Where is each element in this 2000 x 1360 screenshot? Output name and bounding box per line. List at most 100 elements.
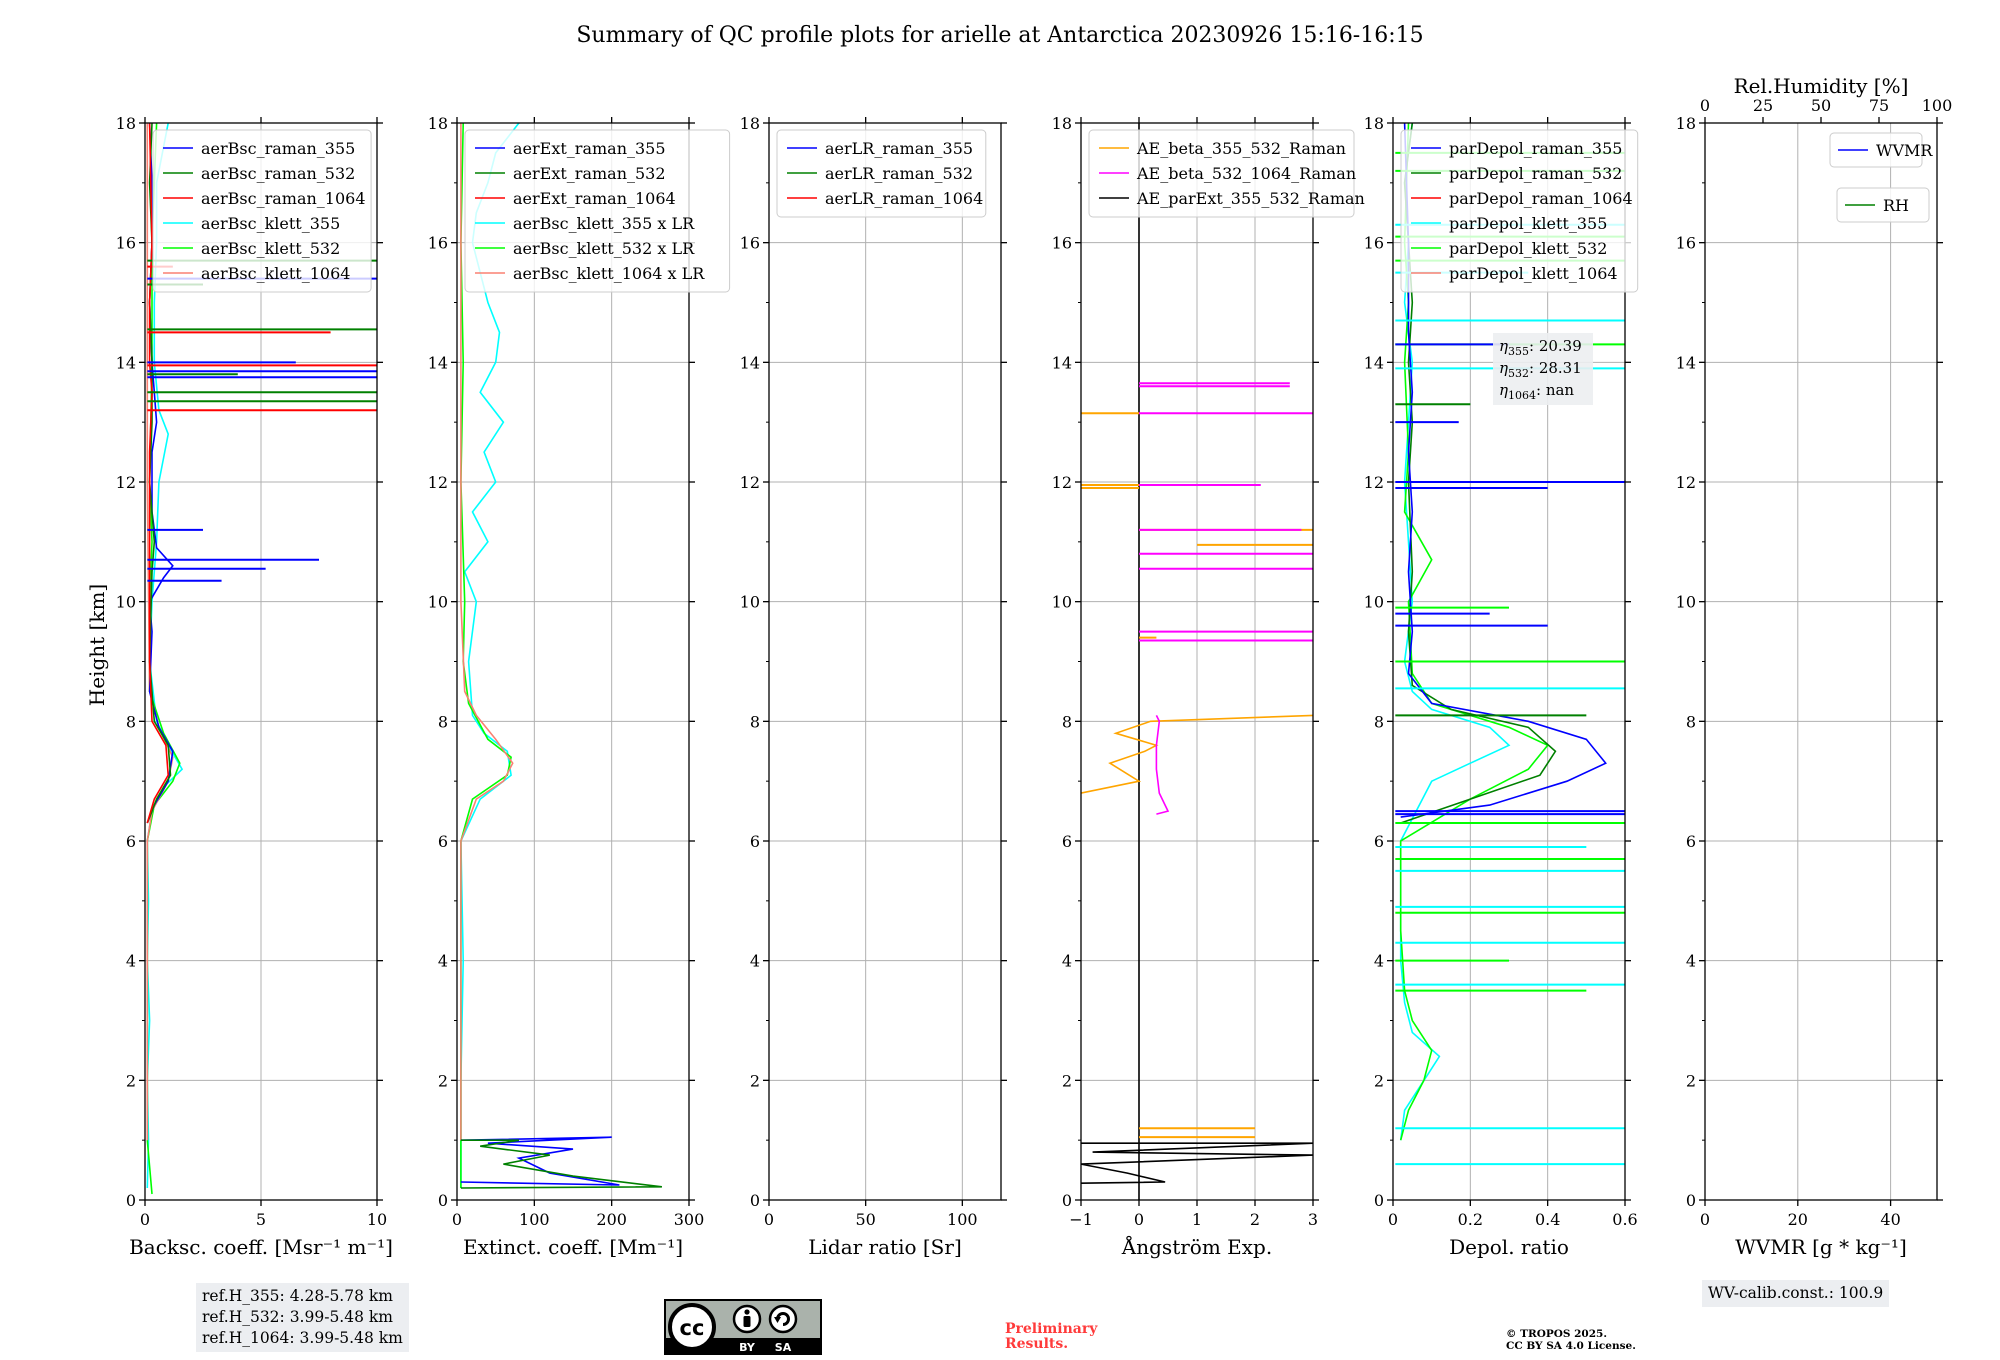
preliminary-results-note: Preliminary Results. — [1005, 1322, 1097, 1352]
legend-frame — [1829, 132, 1923, 168]
legend-box: parDepol_raman_355 parDepol_raman_532 parD… — [1400, 129, 1639, 293]
x-tick-label: 100 — [947, 1210, 978, 1229]
y-tick-label: 14 — [1364, 353, 1384, 372]
data-layer — [460, 123, 662, 1189]
y-tick-label: 8 — [1374, 712, 1384, 731]
y-tick-label: 18 — [1676, 114, 1696, 133]
y-tick-label: 12 — [1052, 473, 1072, 492]
legend-box: aerLR_raman_355 aerLR_raman_532 aerLR_rama… — [776, 129, 987, 218]
y-tick-label: 16 — [428, 234, 448, 253]
x-tick-label: 2 — [1250, 1210, 1260, 1229]
y-tick-label: 8 — [750, 712, 760, 731]
y-tick-label: 18 — [428, 114, 448, 133]
y-tick-label: 10 — [1052, 593, 1072, 612]
y-tick-label: 8 — [1062, 712, 1072, 731]
y-tick-label: 12 — [1364, 473, 1384, 492]
legend-label: RH — [1883, 196, 1909, 215]
legend-box: RH — [1836, 187, 1930, 223]
legend-label: aerBsc_klett_532 — [201, 239, 340, 258]
series-line — [1399, 123, 1511, 1141]
wv-calibration-box: WV-calib.const.: 100.9 — [1702, 1280, 1890, 1307]
series-line — [460, 123, 514, 1141]
axes-frame — [768, 122, 1002, 1201]
x-axis-label: Lidar ratio [Sr] — [808, 1235, 962, 1259]
cc-license-badge: cc BY SA — [664, 1299, 822, 1355]
y-tick-label: 4 — [126, 952, 136, 971]
y-tick-label: 14 — [1052, 353, 1072, 372]
y-tick-label: 16 — [1364, 234, 1384, 253]
legend-frame — [1400, 129, 1639, 293]
preliminary-line-2: Results. — [1005, 1336, 1069, 1352]
series-line — [460, 1139, 662, 1189]
legend-label: aerBsc_raman_532 — [201, 164, 355, 183]
y-tick-label: 6 — [750, 832, 760, 851]
y-tick-label: 8 — [126, 712, 136, 731]
y-tick-label: 14 — [428, 353, 448, 372]
panel-backscatter: 0 2 4 6 8 10 12 14 16 18 0 5 10 Backsc. coeff. [Msr⁻¹… — [116, 114, 393, 1259]
legend-label: AE_beta_532_1064_Raman — [1136, 164, 1356, 183]
y-tick-label: 6 — [1374, 832, 1384, 851]
x-tick-label: 1 — [1192, 1210, 1202, 1229]
legend-frame — [776, 129, 987, 218]
y-tick-label: 0 — [438, 1191, 448, 1210]
y-tick-label: 12 — [1676, 473, 1696, 492]
x-tick-label: 0.2 — [1458, 1210, 1483, 1229]
copyright-line-1: © TROPOS 2025. — [1506, 1328, 1608, 1340]
x-tick-label: 5 — [256, 1210, 266, 1229]
panel-lidar_ratio: 0 2 4 6 8 10 12 14 16 18 0 50 100 Lidar ratio [Sr] aer… — [740, 114, 1007, 1259]
legend-label: parDepol_raman_1064 — [1449, 189, 1633, 208]
x-axis-label: Depol. ratio — [1449, 1235, 1569, 1259]
legend-label: aerExt_raman_355 — [513, 139, 666, 158]
panel-depol: 0 2 4 6 8 10 12 14 16 18 0 0.2 0.4 0.6 Depol. ratio par… — [1364, 114, 1639, 1259]
legend-label: aerLR_raman_532 — [825, 164, 973, 183]
y-tick-label: 8 — [438, 712, 448, 731]
legend-label: aerBsc_klett_1064 x LR — [513, 264, 705, 283]
copyright-note: © TROPOS 2025. CC BY SA 4.0 License. — [1506, 1328, 1636, 1352]
y-tick-label: 0 — [750, 1191, 760, 1210]
y-tick-label: 4 — [1062, 952, 1072, 971]
y-tick-label: 4 — [1686, 952, 1696, 971]
y-tick-label: 12 — [428, 473, 448, 492]
y-tick-label: 4 — [750, 952, 760, 971]
axes-frame — [1704, 122, 1938, 1201]
y-tick-label: 14 — [740, 353, 760, 372]
y-tick-label: 0 — [126, 1191, 136, 1210]
top-x-tick-label: 0 — [1700, 96, 1710, 115]
x-tick-label: 100 — [519, 1210, 550, 1229]
legend-label: aerLR_raman_355 — [825, 139, 973, 158]
x-tick-label: −1 — [1069, 1210, 1093, 1229]
legend-label: WVMR — [1876, 141, 1933, 160]
x-tick-label: 10 — [367, 1210, 387, 1229]
y-axis-label: Height [km] — [85, 584, 109, 706]
x-tick-label: 0 — [1700, 1210, 1710, 1229]
ref-height-532: ref.H_532: 3.99-5.48 km — [202, 1308, 393, 1326]
y-tick-label: 2 — [750, 1071, 760, 1090]
y-tick-label: 2 — [126, 1071, 136, 1090]
cc-icon — [668, 1303, 716, 1351]
y-tick-label: 2 — [1686, 1071, 1696, 1090]
legend-frame — [1088, 129, 1355, 218]
series-line — [460, 1136, 620, 1186]
x-tick-label: 0 — [140, 1210, 150, 1229]
y-tick-label: 2 — [1062, 1071, 1072, 1090]
eta-label: η532: 28.31 — [1499, 359, 1582, 380]
y-tick-label: 6 — [1686, 832, 1696, 851]
y-tick-label: 6 — [126, 832, 136, 851]
y-tick-label: 16 — [1676, 234, 1696, 253]
top-x-tick-label: 50 — [1811, 96, 1831, 115]
svg-text:cc: cc — [680, 1316, 705, 1340]
x-axis-label: Extinct. coeff. [Mm⁻¹] — [463, 1235, 683, 1259]
x-tick-label: 200 — [596, 1210, 627, 1229]
y-tick-label: 14 — [116, 353, 136, 372]
x-tick-label: 0.6 — [1612, 1210, 1637, 1229]
panel-extinction: 0 2 4 6 8 10 12 14 16 18 0 100 200 300 Extinct. coeff.… — [428, 114, 731, 1259]
y-tick-label: 0 — [1374, 1191, 1384, 1210]
y-tick-label: 12 — [116, 473, 136, 492]
y-tick-label: 6 — [438, 832, 448, 851]
y-tick-label: 14 — [1676, 353, 1696, 372]
x-tick-label: 300 — [674, 1210, 705, 1229]
data-layer — [1081, 123, 1313, 1200]
legend-label: parDepol_raman_355 — [1449, 139, 1622, 158]
